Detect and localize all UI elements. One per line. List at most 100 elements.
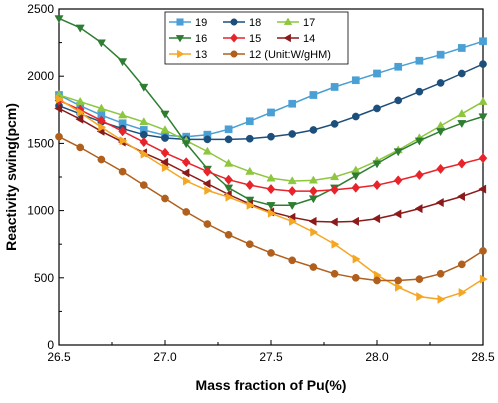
data-point — [414, 137, 424, 146]
legend-label: 14 — [303, 33, 315, 45]
data-point — [118, 126, 127, 137]
data-point — [161, 194, 169, 203]
legend-swatch-marker — [177, 49, 185, 59]
data-point — [75, 96, 85, 105]
data-point — [224, 135, 233, 144]
data-point — [395, 282, 404, 292]
y-axis-title: Reactivity swing(pcm) — [3, 103, 19, 251]
data-point — [76, 143, 85, 152]
data-point — [457, 120, 467, 129]
data-point — [372, 214, 381, 224]
data-point — [182, 208, 191, 216]
data-point — [139, 83, 149, 92]
data-point — [436, 50, 445, 59]
data-point — [118, 110, 128, 119]
legend-swatch-marker — [283, 33, 291, 43]
data-point — [224, 158, 234, 167]
legend-label: 17 — [303, 17, 315, 29]
data-point — [77, 107, 86, 118]
data-point — [373, 276, 381, 285]
data-point — [372, 179, 382, 191]
data-point — [329, 217, 338, 227]
series-4 — [54, 15, 488, 211]
data-point — [225, 192, 234, 202]
y-tick-label: 0 — [47, 338, 54, 352]
data-point — [415, 56, 424, 65]
series-8 — [55, 132, 487, 285]
data-point — [351, 273, 360, 282]
data-point — [309, 263, 318, 271]
data-point — [181, 140, 191, 149]
data-point — [330, 269, 339, 278]
x-tick-label: 27.5 — [259, 350, 283, 364]
data-point — [394, 276, 403, 285]
legend-swatch-marker — [230, 18, 238, 26]
data-point — [457, 69, 466, 78]
data-point — [224, 230, 233, 239]
data-point — [393, 175, 403, 186]
data-point — [457, 44, 466, 52]
legend-box — [164, 11, 349, 65]
data-point — [415, 275, 424, 283]
series-5 — [54, 95, 488, 197]
data-point — [160, 125, 170, 134]
data-point — [479, 274, 488, 284]
data-point — [330, 83, 339, 91]
data-point — [245, 134, 254, 143]
data-point — [118, 167, 127, 176]
data-point — [267, 249, 275, 257]
data-point — [309, 186, 318, 197]
legend-item: 18 — [223, 17, 261, 29]
data-point — [203, 166, 212, 177]
data-point — [350, 216, 359, 226]
data-point — [289, 216, 298, 226]
data-point — [119, 136, 128, 146]
data-point — [478, 153, 488, 164]
data-point — [267, 108, 275, 117]
data-point — [309, 91, 318, 99]
data-point — [457, 260, 466, 269]
data-point — [139, 181, 148, 189]
data-point — [288, 99, 297, 108]
legend-label: 18 — [249, 17, 261, 29]
data-point — [415, 87, 424, 96]
data-point — [245, 117, 254, 126]
legend-label: 19 — [195, 17, 207, 29]
data-point — [416, 292, 425, 302]
data-point — [267, 132, 275, 141]
data-point — [246, 200, 255, 210]
legend-swatch-marker — [176, 18, 184, 26]
x-tick-label: 27.0 — [153, 350, 177, 364]
data-point — [245, 179, 255, 191]
data-point — [224, 125, 233, 134]
data-point — [203, 135, 212, 144]
data-point — [478, 96, 488, 105]
data-point — [160, 157, 169, 167]
data-point — [98, 122, 107, 132]
data-point — [372, 160, 382, 169]
x-tick-label: 26.5 — [47, 350, 71, 364]
data-point — [202, 146, 212, 155]
data-point — [75, 114, 84, 124]
data-point — [266, 202, 276, 211]
data-point — [204, 185, 213, 196]
data-point — [160, 110, 170, 119]
legend-item: 14 — [277, 33, 315, 45]
data-point — [414, 204, 423, 214]
data-point — [55, 132, 63, 141]
data-point — [245, 240, 254, 249]
data-point — [478, 184, 487, 194]
legend-swatch-marker — [283, 17, 293, 25]
legend: 19 18 17 16 15 14 13 12 (Unit:W/gHM) — [164, 11, 349, 65]
y-tick-label: 1000 — [27, 204, 54, 218]
data-point — [287, 176, 297, 185]
legend-label: 16 — [195, 33, 207, 45]
legend-swatch-marker — [175, 35, 185, 43]
series-layer — [54, 15, 488, 304]
data-point — [54, 103, 63, 114]
data-point — [97, 155, 106, 164]
x-axis-title: Mass fraction of Pu(%) — [196, 377, 347, 393]
data-point — [308, 175, 318, 184]
data-point — [393, 209, 402, 219]
